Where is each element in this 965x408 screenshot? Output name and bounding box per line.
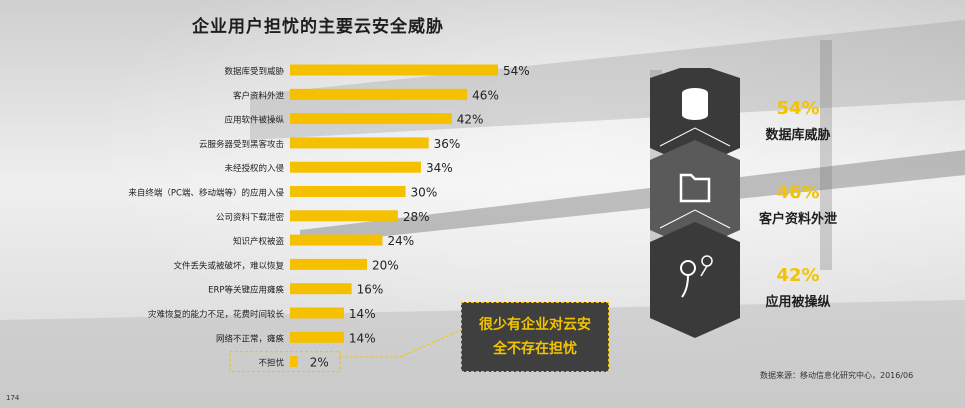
bar	[290, 186, 406, 197]
database-icon	[682, 88, 708, 120]
value-label: 16%	[357, 283, 384, 297]
category-label: 未经授权的入侵	[224, 163, 284, 174]
value-label: 20%	[372, 258, 399, 272]
hex-icon-panel	[650, 68, 740, 338]
highlight-label-2: 客户资料外泄	[758, 212, 837, 227]
highlight-value-1: 54%	[776, 98, 820, 119]
category-label: 公司资料下载泄密	[216, 212, 285, 223]
category-label: 云服务器受到黑客攻击	[199, 139, 284, 150]
value-label: 2%	[310, 356, 329, 370]
highlight-label-1: 数据库威胁	[765, 128, 831, 143]
value-label: 34%	[426, 161, 453, 175]
page-number: 174	[6, 394, 20, 402]
highlight-value-3: 42%	[776, 265, 820, 286]
category-label: 文件丢失或被破坏，难以恢复	[173, 260, 284, 271]
app-hook-icon	[680, 255, 713, 298]
value-label: 28%	[403, 210, 430, 224]
bar	[290, 113, 452, 125]
callout-line-1: 很少有企业对云安	[479, 317, 591, 333]
value-label: 14%	[349, 331, 376, 345]
value-label: 46%	[472, 88, 499, 102]
hex-middle	[650, 140, 740, 250]
callout-box: 很少有企业对云安 全不存在担忧	[461, 302, 609, 372]
category-label: 应用软件被操纵	[224, 115, 284, 126]
category-label: 数据库受到威胁	[224, 66, 284, 77]
bar	[290, 258, 368, 270]
category-label: 知识产权被盗	[233, 236, 285, 247]
category-label: 灾难恢复的能力不足，花费时间较长	[148, 309, 285, 320]
value-label: 14%	[349, 307, 376, 321]
bar	[290, 161, 421, 173]
bar	[290, 137, 429, 149]
highlight-label-3: 应用被操纵	[765, 295, 831, 310]
category-label: 不担忧	[258, 358, 284, 369]
folder-icon	[679, 173, 711, 203]
chart-title: 企业用户担忧的主要云安全威胁	[192, 17, 444, 37]
bar	[290, 307, 344, 319]
data-source: 数据来源：移动信息化研究中心，2016/06	[760, 371, 914, 380]
value-label: 30%	[411, 186, 438, 200]
value-label: 42%	[457, 113, 484, 127]
category-label: 网络不正常，瘫痪	[216, 333, 285, 344]
bar	[290, 88, 468, 100]
bar	[290, 356, 298, 368]
bar	[290, 331, 344, 343]
highlight-value-2: 46%	[776, 182, 820, 203]
value-label: 24%	[387, 234, 414, 248]
highlight-box	[229, 351, 341, 373]
category-label: 客户资料外泄	[233, 90, 285, 101]
bar	[290, 234, 383, 246]
value-label: 54%	[503, 64, 530, 78]
hex-top	[650, 68, 740, 168]
category-label: ERP等关键应用瘫痪	[208, 285, 284, 296]
callout-line-2: 全不存在担忧	[493, 341, 577, 357]
bar	[290, 283, 352, 295]
bar	[290, 210, 398, 222]
hex-bottom	[650, 222, 740, 338]
value-label: 36%	[434, 137, 461, 151]
bar	[290, 64, 498, 76]
category-label: 来自终端（PC端、移动端等）的应用入侵	[128, 188, 284, 199]
